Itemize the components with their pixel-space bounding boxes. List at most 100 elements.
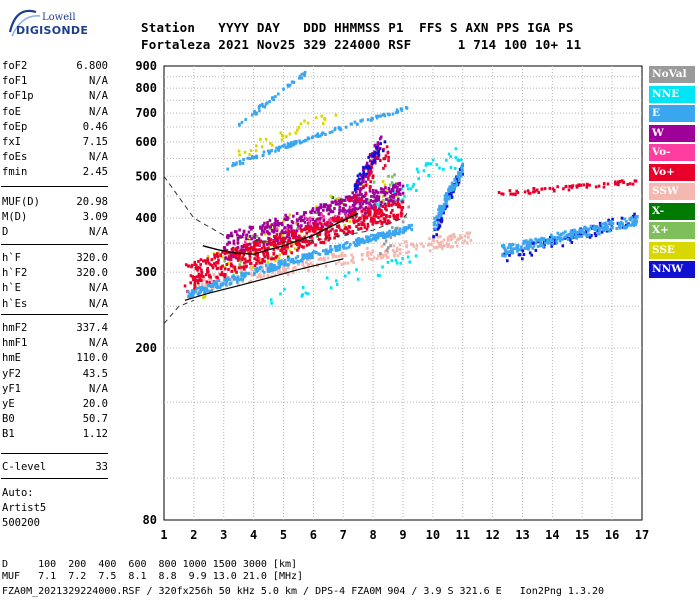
- echo-point-nnw: [367, 155, 370, 159]
- echo-point-vo-: [351, 231, 354, 235]
- echo-point-vo-: [628, 182, 632, 186]
- echo-point-e: [575, 234, 579, 238]
- echo-point-vo-: [366, 224, 370, 228]
- param-value: 7.15: [82, 136, 108, 148]
- echo-point-e: [565, 233, 569, 237]
- echo-point-vo-: [192, 278, 195, 282]
- echo-point-w: [236, 233, 239, 237]
- echo-point-e: [251, 155, 254, 159]
- echo-point-ssw: [278, 268, 281, 272]
- echo-point-e: [511, 243, 515, 247]
- echo-point-e: [437, 212, 441, 216]
- echo-point-e: [539, 239, 542, 243]
- echo-point-vo-: [282, 239, 286, 243]
- echo-point-e: [371, 117, 374, 121]
- echo-point-e: [405, 226, 408, 230]
- echo-point-vo-: [298, 243, 302, 247]
- echo-point-ssw: [351, 255, 355, 259]
- echo-point-vo-: [373, 218, 376, 222]
- echo-point-vo-: [349, 206, 353, 210]
- echo-point-e: [578, 230, 582, 234]
- echo-point-vo-: [387, 159, 390, 163]
- echo-point-e: [353, 120, 357, 124]
- echo-point-sse: [254, 149, 258, 153]
- echo-point-e: [438, 208, 442, 212]
- echo-point-ssw: [442, 238, 446, 242]
- echo-point-nnw: [442, 211, 445, 215]
- echo-point-e: [504, 249, 508, 253]
- echo-point-w: [232, 239, 236, 243]
- echo-point-vo-: [330, 223, 333, 227]
- param-name: yF1: [2, 382, 21, 395]
- echo-point-vo-: [396, 216, 399, 220]
- echo-point-e: [208, 289, 212, 293]
- echo-point-vo-: [280, 239, 284, 243]
- echo-point-vo-: [206, 259, 210, 263]
- param-name: hmF1: [2, 337, 28, 350]
- echo-point-e: [391, 232, 394, 236]
- echo-point-vo-: [369, 185, 372, 189]
- echo-point-nne: [394, 258, 398, 262]
- param-value: 20.98: [76, 196, 108, 208]
- echo-point-e: [287, 84, 290, 88]
- echo-point-vo-: [200, 273, 203, 277]
- echo-point-vo-: [236, 258, 240, 262]
- echo-point-e: [211, 284, 214, 288]
- echo-point-nnw: [611, 217, 614, 221]
- echo-point-e: [530, 239, 534, 243]
- echo-point-vo-: [273, 241, 277, 245]
- echo-point-e: [450, 181, 454, 185]
- echo-point-e: [280, 259, 283, 263]
- echo-point-e: [389, 232, 393, 236]
- echo-point-vo-: [306, 224, 310, 228]
- echo-point-ssw: [415, 247, 418, 251]
- echo-point-w: [339, 198, 343, 202]
- echo-point-w: [351, 203, 355, 207]
- echo-point-w: [391, 193, 394, 197]
- echo-point-w: [226, 234, 230, 238]
- echo-point-e: [440, 205, 443, 209]
- echo-point-e: [252, 111, 256, 115]
- echo-point-w: [228, 241, 232, 245]
- echo-point-vo-: [383, 164, 387, 168]
- echo-point-e: [320, 132, 324, 136]
- echo-point-nne: [393, 198, 397, 202]
- echo-point-e: [375, 233, 379, 237]
- echo-point-ssw: [420, 242, 423, 246]
- echo-point-e: [370, 233, 373, 237]
- echo-point-vo-: [254, 250, 258, 254]
- echo-point-e: [456, 171, 460, 175]
- echo-point-w: [299, 218, 303, 222]
- echo-point-vo-: [328, 236, 332, 240]
- echo-point-nnw: [358, 172, 362, 176]
- echo-point-vo-: [514, 193, 517, 197]
- echo-point-e: [383, 235, 386, 239]
- y-tick-label: 80: [143, 513, 157, 527]
- echo-point-ssw: [453, 235, 457, 239]
- echo-point-w: [351, 207, 355, 211]
- echo-point-e: [369, 118, 373, 122]
- echo-point-vo-: [239, 250, 243, 254]
- echo-point-vo-: [213, 253, 216, 257]
- param-name: fmin: [2, 166, 28, 179]
- echo-point-sse: [268, 236, 272, 240]
- echo-point-ssw: [405, 244, 408, 248]
- echo-point-vo-: [631, 182, 635, 186]
- echo-point-ssw: [337, 259, 341, 263]
- echo-point-e: [511, 250, 514, 254]
- echo-point-e: [195, 286, 199, 290]
- echo-point-e: [273, 263, 276, 267]
- echo-point-x-: [255, 234, 259, 238]
- echo-point-e: [506, 246, 510, 250]
- echo-point-ssw: [440, 246, 444, 250]
- echo-point-vo-: [280, 237, 284, 241]
- echo-point-e: [234, 162, 238, 166]
- echo-point-w: [396, 199, 400, 203]
- echo-point-e: [286, 144, 290, 148]
- echo-point-ssw: [395, 249, 399, 253]
- echo-point-e: [238, 122, 241, 126]
- echo-point-e: [560, 233, 563, 237]
- echo-point-vo-: [387, 155, 390, 159]
- echo-point-e: [307, 255, 311, 259]
- echo-point-e: [535, 238, 539, 242]
